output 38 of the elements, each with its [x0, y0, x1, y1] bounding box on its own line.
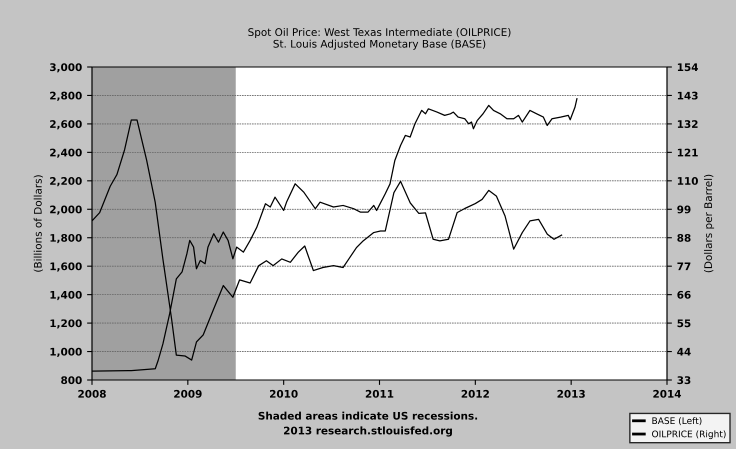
y2-tick-label: 121 [678, 148, 698, 156]
y2-tick-label: 55 [678, 319, 690, 328]
y-tick-label: 2,200 [50, 177, 82, 186]
y2-tick-label: 132 [678, 120, 698, 128]
y2-tick-label: 154 [678, 63, 698, 72]
y-axis-title: (Billions of Dollars) [34, 175, 43, 272]
y2-tick-label: 99 [677, 206, 691, 214]
y-tick-label: 2,800 [50, 92, 82, 101]
chart-title: Spot Oil Price: West Texas Intermediate (OILPRICE) St. Louis Adjusted Monetary Base (BASE) [248, 28, 510, 50]
x-tick-label: 2010 [270, 390, 298, 398]
x-tick-label: 2008 [78, 390, 106, 398]
y-tick-label: 3,000 [50, 63, 82, 72]
y-tick-label: 800 [61, 376, 82, 384]
x-tick-label: 2014 [653, 390, 682, 398]
legend-label: BASE (Left) [652, 417, 702, 426]
y2-tick-label: 33 [677, 376, 690, 384]
x-tick-label: 2009 [174, 390, 202, 398]
y2-tick-label: 143 [678, 92, 698, 100]
y2-tick-label: 66 [677, 290, 691, 299]
y-tick-label: 1,800 [50, 234, 82, 244]
x-tick-label: 2012 [462, 390, 489, 398]
x-tick-label: 2011 [366, 390, 394, 398]
y2-tick-label: 77 [677, 262, 690, 270]
y-tick-label: 1,000 [50, 348, 82, 357]
y-tick-label: 1,200 [50, 319, 82, 329]
y-tick-label: 1,600 [50, 262, 82, 272]
text: Shaded areas indicate US recessions. [258, 412, 478, 420]
y2-tick-label: 110 [678, 177, 698, 185]
y2-axis-title: (Dollars per Barrel) [704, 174, 714, 272]
legend-label: OILPRICE (Right) [652, 430, 726, 440]
y-tick-label: 2,000 [50, 206, 82, 215]
y-tick-label: 2,400 [50, 148, 82, 158]
y2-tick-label: 44 [677, 348, 691, 356]
text: 2013 research.stlouisfed.org [284, 426, 452, 437]
y-tick-label: 2,600 [50, 120, 82, 130]
x-tick-label: 2013 [557, 390, 585, 398]
y-tick-label: 1,400 [50, 290, 82, 300]
y2-tick-label: 88 [677, 234, 691, 242]
